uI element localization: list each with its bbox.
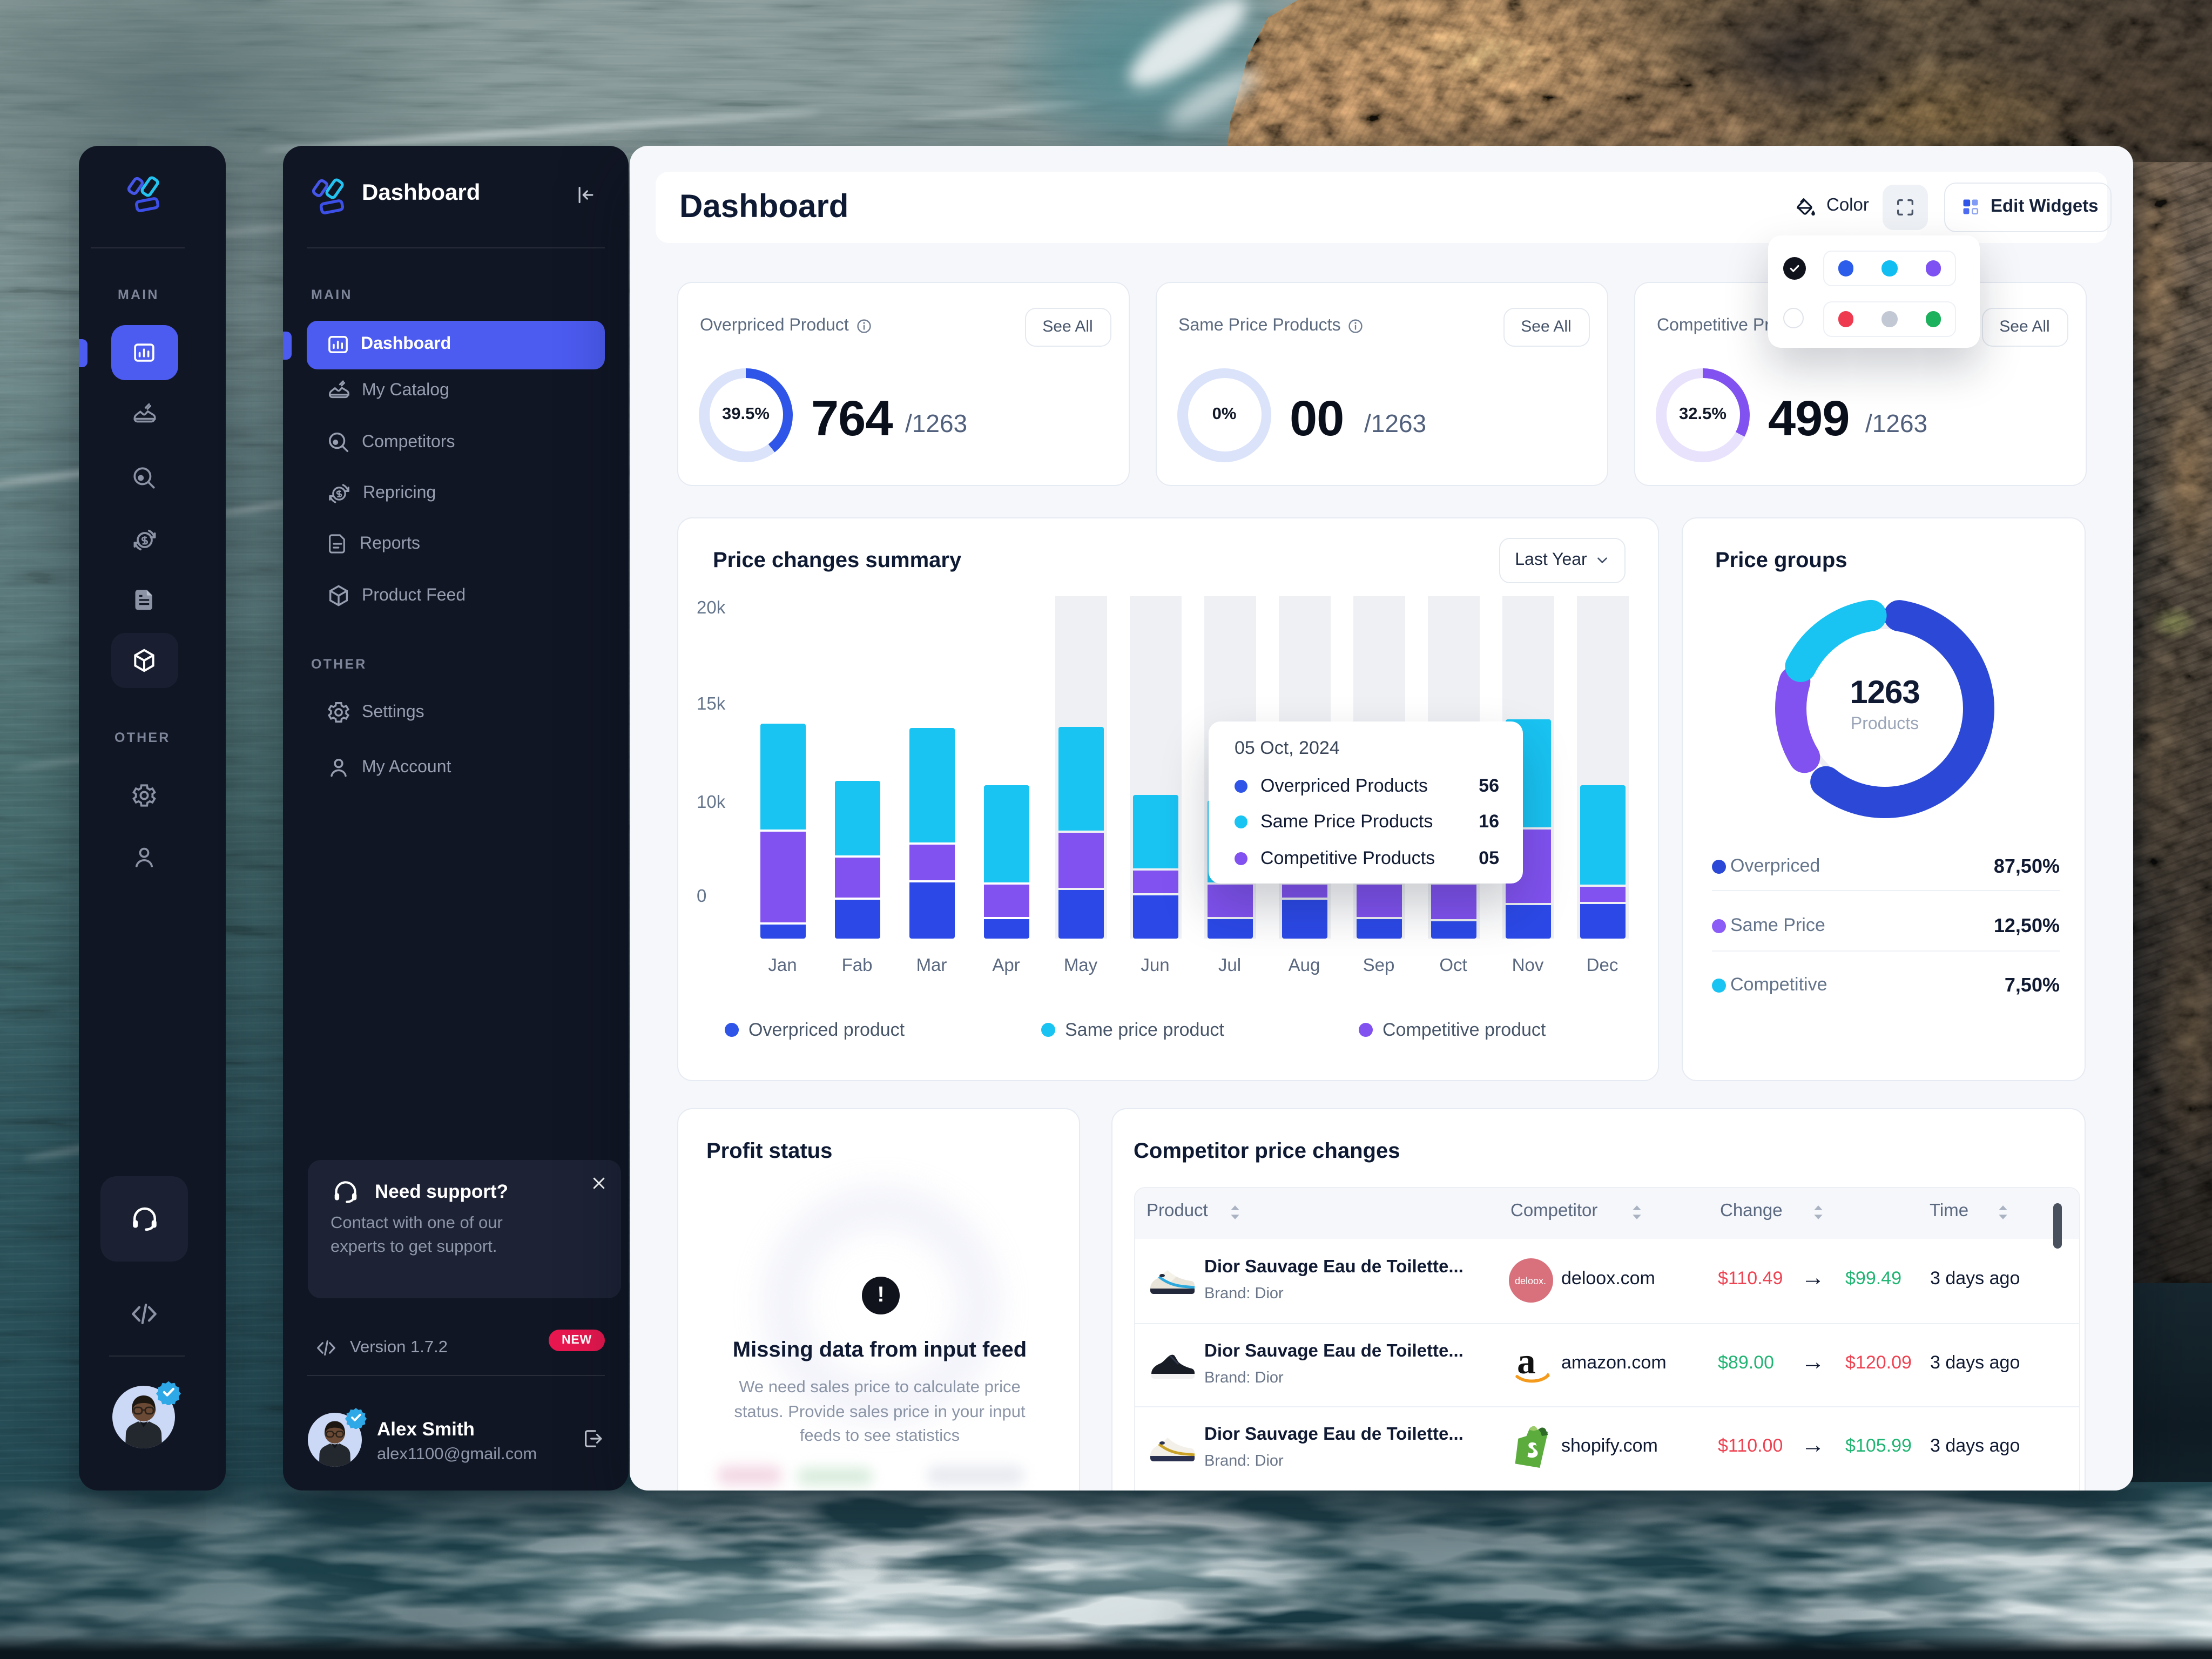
svg-text:a: a [1516,1340,1535,1381]
